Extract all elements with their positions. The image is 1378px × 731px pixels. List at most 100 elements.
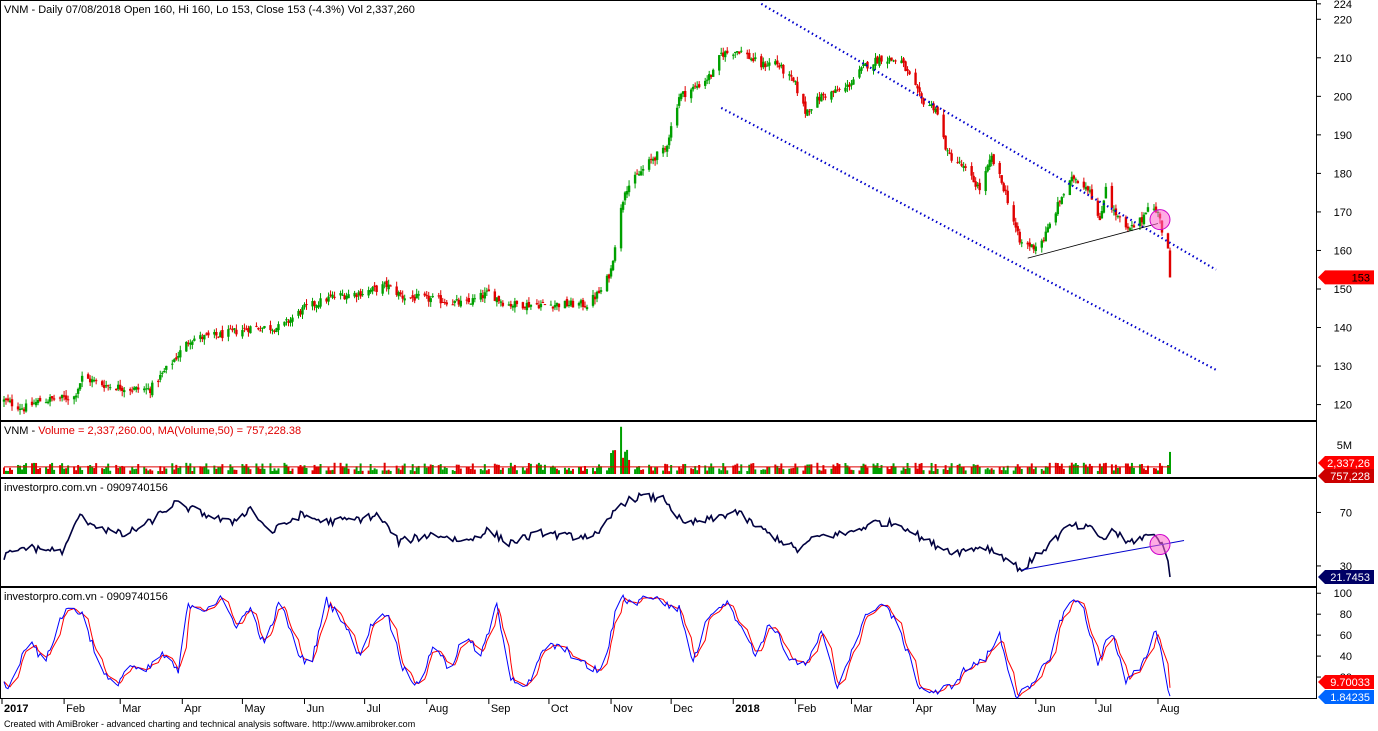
candle [92, 376, 96, 383]
candle [621, 200, 625, 213]
volume-bar [441, 469, 444, 474]
candle [30, 397, 34, 407]
volume-bar [333, 462, 336, 474]
candle-body [383, 282, 386, 284]
volume-bar [417, 465, 420, 474]
candle [577, 301, 581, 309]
candle [409, 297, 412, 300]
candle [888, 55, 891, 64]
candle-body [998, 162, 1001, 175]
volume-bar [902, 467, 905, 474]
candle [241, 325, 244, 339]
candle [445, 299, 448, 307]
candle-body [1042, 240, 1045, 242]
volume-bar [483, 464, 486, 474]
candle-body [483, 292, 487, 299]
candle [515, 300, 519, 307]
volume-bar [411, 464, 414, 474]
candle-body [990, 155, 993, 162]
volume-bar [445, 468, 448, 474]
candle-body [375, 285, 378, 292]
candle-body [331, 294, 334, 298]
candle [774, 59, 777, 66]
x-tick-label: Feb [797, 703, 816, 715]
volume-bar [1114, 464, 1117, 474]
axes: 224 220 210 200 190 180 170 160 150 140 130 120 5M 70… [1, 0, 1374, 715]
candle [425, 291, 428, 299]
volume-bar [3, 467, 5, 474]
candle-body [233, 328, 236, 330]
volume-bar [1166, 465, 1169, 474]
candle [567, 300, 571, 308]
volume-bar [1110, 464, 1113, 474]
candle-body [852, 79, 855, 85]
volume-bar [874, 465, 877, 474]
candle-body [1026, 242, 1029, 245]
candle-body [904, 61, 907, 72]
candle [806, 109, 809, 117]
volume-bar [231, 466, 234, 474]
candle-body [102, 385, 106, 388]
candle [738, 51, 741, 55]
volume-bar [960, 466, 963, 474]
candle-body [451, 304, 454, 306]
volume-bar [1040, 468, 1043, 474]
volume-bar [650, 466, 653, 474]
candle [1144, 212, 1148, 215]
candle [537, 300, 541, 310]
volume-bar [1112, 470, 1115, 474]
candle-body [918, 87, 921, 93]
candle-body [431, 296, 434, 298]
candle-body [6, 398, 10, 401]
volume-bar [958, 463, 961, 474]
candle [269, 320, 272, 334]
volume-bar [654, 467, 657, 474]
candle [1096, 197, 1100, 218]
candle-body [876, 56, 879, 64]
candle [653, 156, 657, 166]
candle-body [718, 55, 721, 71]
volume-bar [620, 426, 623, 474]
volume-bar [131, 467, 134, 474]
candle [718, 54, 721, 76]
candle-body [441, 301, 444, 303]
volume-bar [301, 467, 304, 474]
candle-body [764, 63, 767, 68]
volume-bar [1020, 468, 1023, 474]
candle [2, 396, 6, 408]
volume-bar [706, 470, 709, 474]
volume-bar [175, 464, 178, 474]
volume-bar [7, 470, 10, 474]
stoch-k-tag: 1.84235 [1318, 690, 1374, 704]
candle-body [317, 305, 320, 308]
candle-body [159, 374, 162, 380]
volume-bar [1004, 470, 1007, 474]
volume-bar [399, 469, 402, 474]
candle-body [1084, 187, 1088, 190]
candle-body [313, 301, 316, 306]
candle [509, 300, 513, 310]
candle [221, 325, 224, 342]
candle [104, 380, 108, 389]
candle [34, 398, 38, 408]
candle-body [513, 301, 517, 308]
candle-body [479, 292, 483, 300]
candle [736, 51, 739, 56]
candle-body [161, 372, 164, 374]
volume-bar [39, 467, 42, 474]
candle [1046, 223, 1049, 233]
candle-body [327, 296, 330, 302]
rsi-tag-bg [1318, 570, 1374, 585]
volume-bar [287, 466, 290, 474]
volume-bar [453, 471, 456, 474]
candle [481, 289, 485, 302]
candle [415, 288, 418, 299]
candle [483, 287, 487, 304]
x-tick-label: Apr [184, 703, 201, 715]
candle [1130, 221, 1134, 232]
candle [203, 334, 206, 345]
volume-bar [916, 468, 919, 474]
volume-bar [832, 464, 835, 474]
volume-bar [429, 464, 432, 474]
candle-body [1154, 206, 1158, 213]
